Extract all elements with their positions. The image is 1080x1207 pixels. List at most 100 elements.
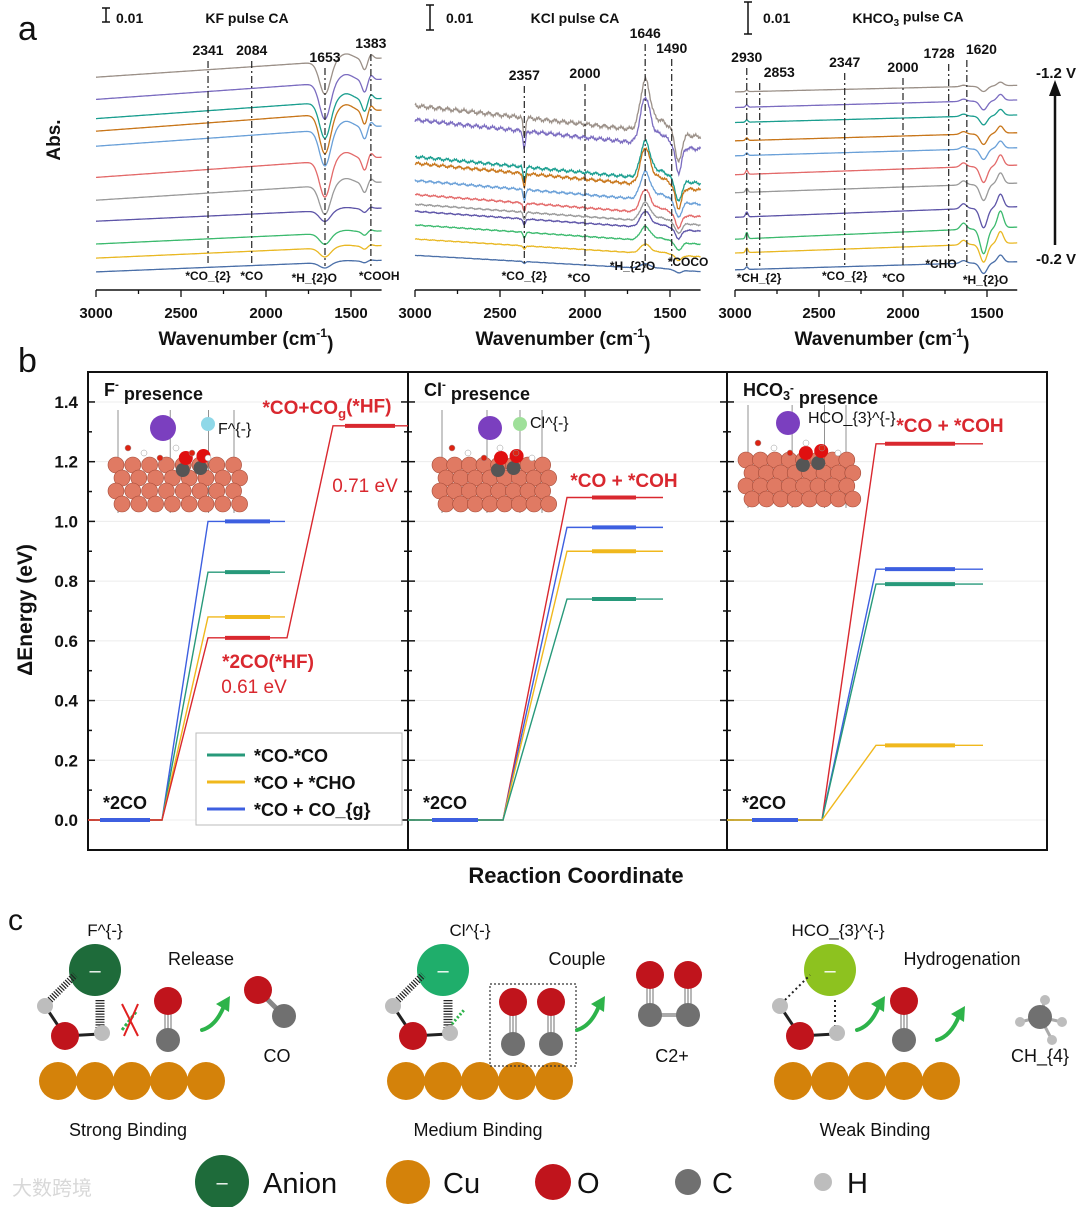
green-arrow-icon [575, 1004, 601, 1032]
o-atom [154, 987, 182, 1015]
spectrum-line [735, 108, 1018, 126]
h-atom [1040, 995, 1050, 1005]
subpanel-title: Cl- presence [424, 378, 530, 404]
panel-letter-a: a [18, 10, 37, 48]
schematic-group-3: – HCO_{3}^{-} Hydrogenation Weak Binding CH_… [772, 921, 1069, 1140]
cu-atom [511, 495, 528, 513]
legend-label: Cu [443, 1168, 480, 1200]
legend-label: O [577, 1168, 600, 1200]
carbon-atom [506, 461, 521, 475]
x-tick-label: 2000 [886, 305, 919, 322]
spectrum-line [414, 237, 701, 262]
peak-assignment-label: *CO_{2} [502, 269, 548, 283]
arrow-head-icon [871, 996, 885, 1012]
cu-atom [540, 495, 557, 513]
x-axis-label: Reaction Coordinate [468, 863, 683, 888]
process-label: Release [168, 949, 234, 969]
subplot-title: KHCO3 pulse CA [852, 9, 963, 29]
water-atom [834, 449, 842, 457]
scale-bar [102, 7, 110, 23]
process-label: Hydrogenation [903, 949, 1020, 969]
x-tick-label: 2000 [568, 305, 601, 322]
o-atom [499, 988, 527, 1016]
peak-assignment-label: *CH_{2} [737, 271, 782, 285]
y-tick-label: 1.0 [54, 512, 78, 531]
x-tick-label: 2000 [249, 305, 282, 322]
h-atom [442, 1025, 458, 1041]
subpanel-title: HCO3- presence [743, 380, 878, 408]
x-axis-label: Wavenumber (cm-1) [795, 326, 970, 354]
spectrum-line [96, 229, 382, 245]
c-atom [892, 1028, 916, 1052]
o-atom [244, 976, 272, 1004]
binding-label: Weak Binding [820, 1120, 931, 1140]
minus-sign: – [216, 1172, 228, 1194]
anion-atom [201, 417, 215, 431]
anion-label: F^{-} [87, 921, 123, 940]
cu-atom [467, 495, 484, 513]
legend: *CO-*CO *CO + *CHO *CO + CO_{g} [195, 732, 403, 826]
cu-atom [113, 495, 131, 513]
spectra-subplot-1: 0.01 KF pulse CA 2341 *CO_{2} 2084 *CO 1653 *H_… [79, 7, 400, 354]
legend-anion-swatch [195, 1155, 249, 1207]
hydrogen-bond [395, 972, 426, 1003]
cu-atom [147, 495, 164, 513]
h-atom [1057, 1017, 1067, 1027]
initial-state-label: *2CO [423, 793, 467, 813]
carbon-atom [491, 463, 505, 477]
h-atom [385, 998, 401, 1014]
green-arrow-icon [200, 1004, 226, 1032]
inset-ion-label: F^{-} [218, 421, 252, 438]
peak-assignment-label: *CO [882, 271, 905, 285]
carbon-atom [193, 461, 208, 475]
carbon-atom [795, 458, 810, 472]
anion-sphere [804, 944, 856, 996]
cu-atom [76, 1062, 114, 1100]
green-arrow-icon [935, 1014, 961, 1042]
minus-sign: – [437, 960, 449, 982]
spectrum-line [96, 73, 382, 120]
cu-atom [848, 1062, 886, 1100]
peak-assignment-label: *CO [568, 271, 591, 285]
water-atom [770, 444, 778, 452]
subpanel-title: F- presence [104, 378, 203, 404]
spectrum-line [735, 154, 1018, 184]
spectrum-line [414, 188, 702, 230]
spectrum-line [96, 151, 382, 198]
peak-assignment-label: *CO [240, 269, 263, 283]
inset-ion-label: Cl^{-} [530, 415, 569, 432]
x-tick-label: 2500 [802, 305, 835, 322]
spectrum-line [735, 125, 1018, 146]
scale-bar-label: 0.01 [116, 10, 143, 26]
water-atom [124, 444, 132, 452]
binding-label: Medium Binding [413, 1120, 542, 1140]
water-atom [802, 439, 810, 447]
initial-state-label: *2CO [103, 793, 147, 813]
cu-atom [811, 1062, 849, 1100]
x-tick-label: 2500 [483, 305, 516, 322]
barrier-label: 0.71 eV [332, 476, 398, 497]
legend-o-swatch [535, 1164, 571, 1200]
watermark: 大数跨境 [12, 1177, 92, 1200]
cu-atom [164, 495, 181, 513]
panel-a-spectra: a 0.01 KF pulse CA 2341 *CO_{2} 2084 *CO 1653 *H… [18, 1, 1076, 354]
spectrum-line [735, 93, 1018, 111]
cu-atom [437, 495, 455, 513]
potassium-atom [150, 415, 176, 441]
cross-icon [121, 1003, 139, 1037]
cu-atom [743, 490, 761, 508]
x-tick-label: 1500 [653, 305, 686, 322]
c-atom [501, 1032, 525, 1056]
peak-assignment-label: *H_{2}O [963, 273, 1008, 287]
c-atom [638, 1003, 662, 1027]
y-axis-label: Abs. [44, 119, 65, 160]
spectrum-line [96, 206, 382, 223]
green-arrow-icon [855, 1004, 881, 1032]
peak-assignment-label: *COCO [668, 255, 709, 269]
annotation-label: *CO+COg(*HF) [262, 396, 391, 421]
peak-wavenumber-label: 1620 [966, 41, 997, 57]
cu-atom [774, 1062, 812, 1100]
h-atom [1047, 1035, 1057, 1045]
